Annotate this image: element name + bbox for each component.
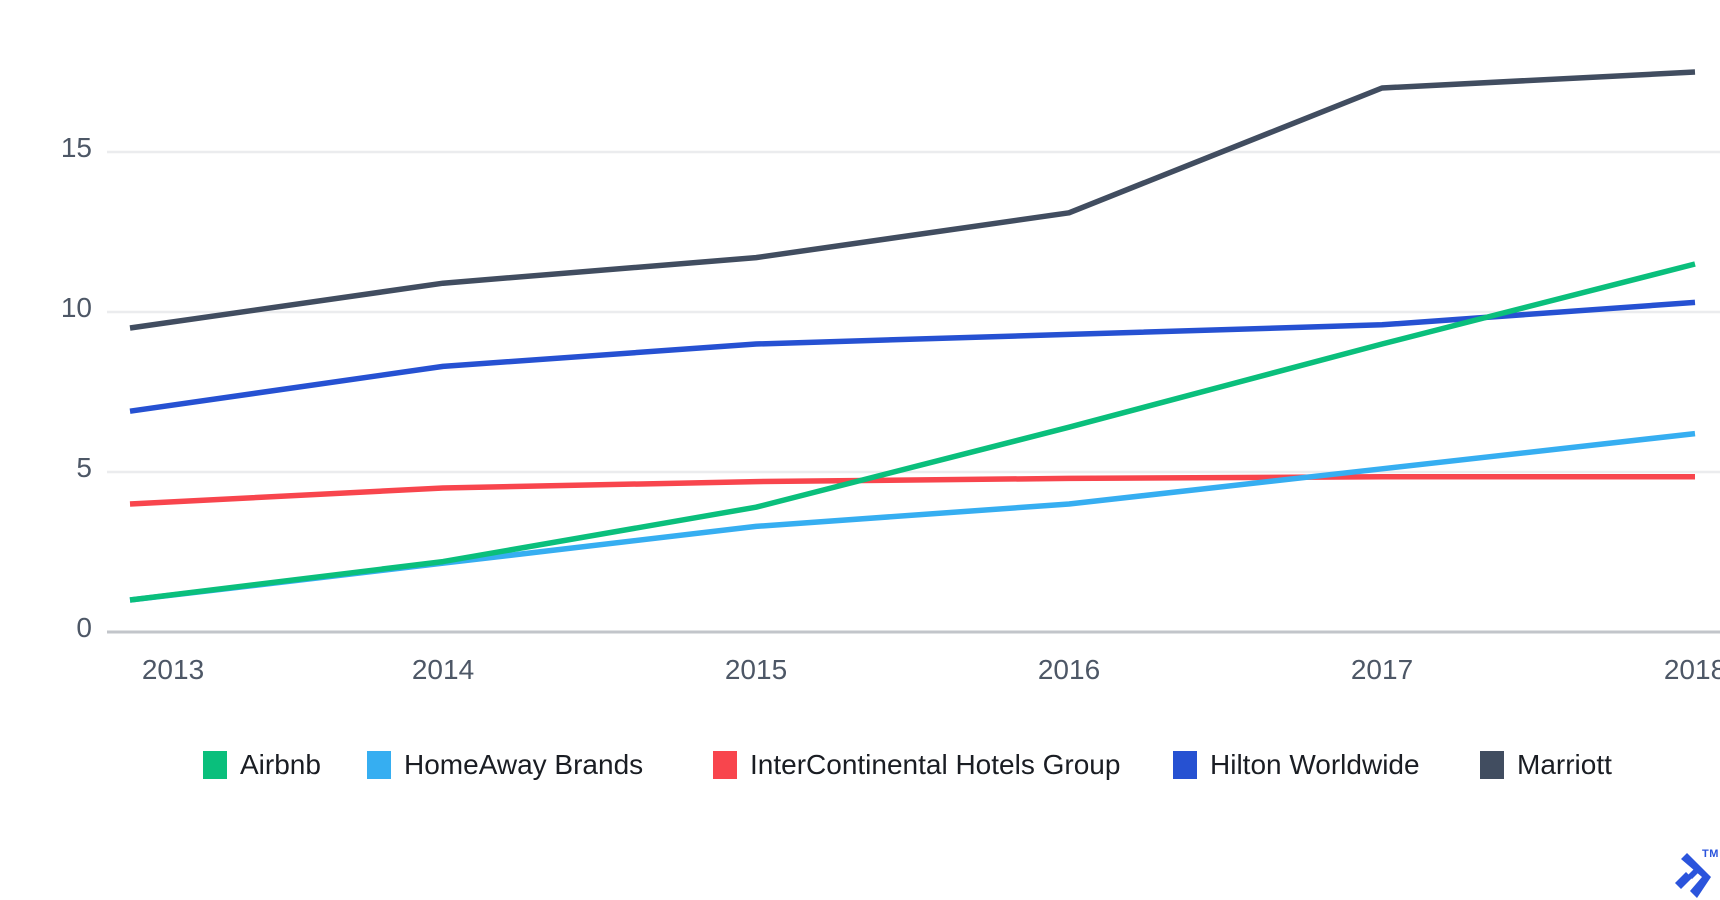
x-tick-label-2013: 2013	[141, 654, 205, 685]
x-tick-label-2014: 2014	[411, 654, 475, 685]
series-line-hilton-worldwide	[129, 299, 1696, 414]
legend-label-intercontinental-hotels-group: InterContinental Hotels Group	[750, 749, 1121, 780]
series-lines	[129, 69, 1696, 603]
series-line-marriott	[129, 69, 1696, 331]
y-tick-label-10: 10	[60, 292, 92, 323]
legend-label-homeaway-brands: HomeAway Brands	[404, 749, 644, 780]
y-tick-label-15: 15	[60, 132, 92, 163]
legend-swatch-marriott	[1480, 751, 1504, 779]
legend-label-hilton-worldwide: Hilton Worldwide	[1210, 749, 1420, 780]
legend-swatch-homeaway-brands	[367, 751, 391, 779]
legend-swatch-airbnb	[203, 751, 227, 779]
brand-logo-lockup: TM	[1675, 849, 1720, 900]
legend-item-hilton-worldwide: Hilton Worldwide	[1173, 751, 1420, 779]
toptal-logo-icon	[1675, 853, 1711, 898]
y-tick-label-0: 0	[76, 612, 92, 643]
x-tick-label-2016: 2016	[1037, 654, 1101, 685]
legend-swatch-hilton-worldwide	[1173, 751, 1197, 779]
legend-swatch-intercontinental-hotels-group	[713, 751, 737, 779]
series-line-intercontinental-hotels-group	[129, 474, 1695, 507]
series-line-homeaway-brands	[129, 430, 1696, 603]
trademark-label: TM	[1702, 848, 1719, 860]
y-tick-label-5: 5	[76, 452, 92, 483]
x-tick-label-2017: 2017	[1350, 654, 1414, 685]
x-tick-label-2018: 2018	[1663, 654, 1720, 685]
gridlines	[107, 150, 1720, 634]
legend-item-intercontinental-hotels-group: InterContinental Hotels Group	[713, 751, 1120, 779]
legend-label-marriott: Marriott	[1517, 749, 1612, 780]
legend-item-homeaway-brands: HomeAway Brands	[367, 751, 643, 779]
series-line-airbnb	[129, 261, 1696, 603]
x-tick-label-2015: 2015	[724, 654, 788, 685]
legend-label-airbnb: Airbnb	[240, 749, 321, 780]
legend-item-marriott: Marriott	[1480, 751, 1612, 779]
legend-item-airbnb: Airbnb	[203, 751, 321, 779]
